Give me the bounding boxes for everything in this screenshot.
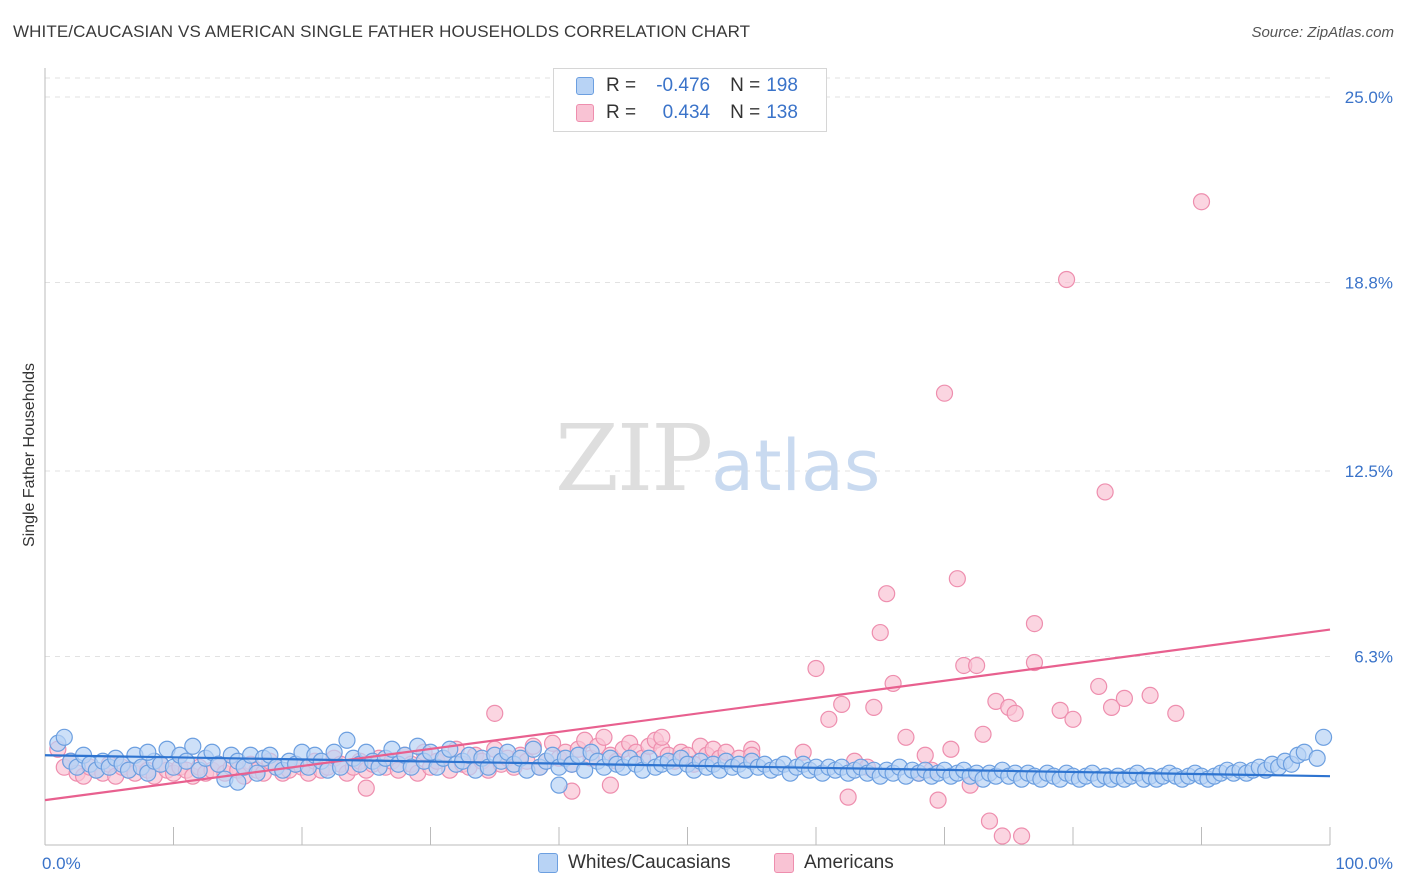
- american-point: [1064, 710, 1082, 728]
- american-point: [601, 776, 620, 794]
- american-point: [1012, 827, 1031, 845]
- american-point: [878, 585, 896, 603]
- legend-n-label: N =: [730, 75, 761, 96]
- american-point: [1115, 689, 1134, 707]
- white-point: [209, 755, 228, 773]
- american-point: [1141, 686, 1159, 705]
- american-point: [935, 384, 954, 402]
- american-point: [929, 791, 947, 809]
- american-point: [1102, 698, 1121, 716]
- american-point: [916, 746, 934, 764]
- legend-r-value: 0.434: [662, 102, 711, 123]
- american-point: [357, 779, 375, 797]
- legend-row-americans: R = 0.434 N = 138: [576, 101, 798, 125]
- american-point: [486, 704, 504, 722]
- white-point: [441, 740, 459, 758]
- american-point: [1090, 677, 1108, 696]
- watermark-atlas: atlas: [711, 425, 881, 507]
- series-swatch-blue: [538, 853, 558, 873]
- american-point: [1025, 614, 1044, 633]
- american-point: [839, 788, 857, 806]
- american-point: [942, 740, 960, 758]
- series-legend-americans: Americans: [774, 852, 894, 874]
- american-point: [820, 710, 838, 728]
- american-point: [897, 728, 915, 746]
- y-axis-label: Single Father Households: [21, 362, 38, 548]
- american-point: [1051, 701, 1069, 719]
- american-point: [1057, 270, 1076, 289]
- white-point: [576, 761, 594, 779]
- american-point: [1006, 704, 1024, 722]
- american-point: [1096, 483, 1114, 501]
- white-point: [1314, 728, 1333, 746]
- white-trend-line: [44, 754, 1331, 778]
- y-tick-label: 12.5%: [1345, 462, 1393, 481]
- american-point: [974, 725, 992, 743]
- series-swatch-pink: [774, 853, 794, 873]
- american-point: [653, 728, 671, 746]
- american-point: [993, 827, 1011, 845]
- legend-swatch-pink: [576, 104, 594, 122]
- chart-title: WHITE/CAUCASIAN VS AMERICAN SINGLE FATHE…: [13, 22, 751, 41]
- american-point: [1192, 193, 1211, 211]
- correlation-legend: R = -0.476 N = 198 R = 0.434 N = 138: [553, 68, 827, 132]
- y-tick-label: 6.3%: [1354, 648, 1393, 667]
- series-legend-whites: Whites/Caucasians: [538, 852, 731, 874]
- legend-n-value: 198: [766, 75, 798, 96]
- white-point: [184, 737, 202, 755]
- series-label-whites: Whites/Caucasians: [568, 852, 731, 873]
- american-point: [1167, 704, 1185, 722]
- watermark-zip: ZIP: [555, 405, 713, 512]
- american-point: [1025, 653, 1044, 672]
- american-point: [968, 656, 986, 675]
- american-point: [807, 659, 825, 678]
- white-point: [524, 740, 542, 758]
- american-point: [980, 812, 999, 830]
- american-point: [865, 698, 883, 716]
- white-point: [550, 776, 568, 794]
- y-tick-label: 18.8%: [1345, 274, 1393, 293]
- legend-n-label: N =: [730, 102, 761, 123]
- legend-r-label: R =: [606, 102, 637, 123]
- series-label-americans: Americans: [804, 852, 894, 873]
- american-point: [833, 695, 851, 713]
- x-tick-label-end: 100.0%: [1335, 854, 1393, 873]
- american-trend-line: [44, 628, 1331, 802]
- american-point: [595, 728, 613, 746]
- legend-r-label: R =: [606, 75, 637, 96]
- y-tick-label: 25.0%: [1345, 88, 1393, 107]
- watermark: ZIPatlas: [555, 405, 880, 512]
- american-point: [948, 570, 966, 588]
- white-point: [325, 743, 343, 761]
- white-point: [229, 773, 247, 791]
- x-tick-label-start: 0.0%: [42, 854, 81, 873]
- white-point: [55, 728, 73, 746]
- white-point: [1308, 749, 1326, 767]
- american-point: [871, 623, 889, 642]
- legend-r-value: -0.476: [656, 75, 711, 96]
- source-label: Source: ZipAtlas.com: [1251, 24, 1394, 41]
- legend-swatch-blue: [576, 77, 594, 95]
- legend-row-whites: R = -0.476 N = 198: [576, 74, 798, 98]
- white-point: [338, 731, 356, 749]
- legend-n-value: 138: [766, 102, 798, 123]
